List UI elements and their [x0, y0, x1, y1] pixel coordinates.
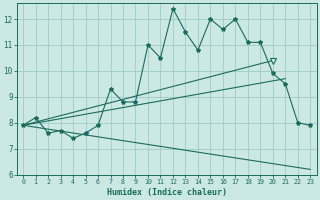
- X-axis label: Humidex (Indice chaleur): Humidex (Indice chaleur): [107, 188, 227, 197]
